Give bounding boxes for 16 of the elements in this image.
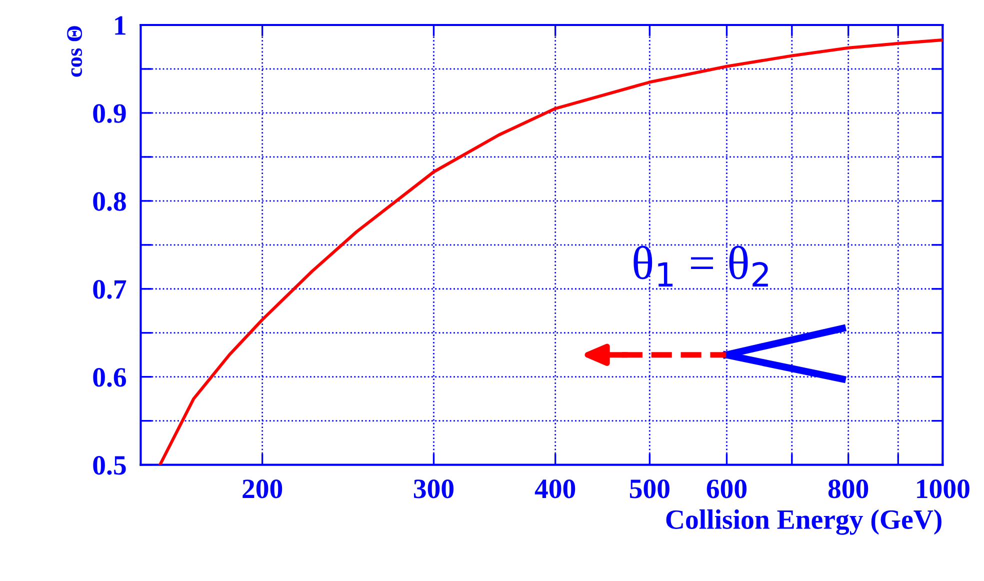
annotation: θ$_{1}$ = θ$_{2}$ [634, 246, 768, 287]
y-tick-label: 0.5 [93, 456, 126, 475]
y-tick-label: 0.6 [93, 368, 126, 387]
x-tick-label: 800 [828, 479, 868, 498]
x-tick-label: 200 [242, 479, 282, 498]
x-tick-label: 300 [414, 479, 454, 498]
x-tick-label: 400 [534, 479, 576, 498]
y-axis-title: cos Θ [67, 26, 82, 77]
x-tick-label: 1000 [917, 479, 970, 498]
x-tick-label: 500 [630, 479, 670, 498]
y-tick-label: 0.9 [93, 104, 126, 123]
x-axis-title: Collision Energy (GeV) [666, 509, 942, 535]
y-tick-label: 0.8 [93, 192, 126, 211]
y-tick-label: 0.7 [93, 280, 126, 299]
y-tick-label: 1 [115, 16, 126, 35]
x-tick-label: 600 [706, 479, 747, 498]
